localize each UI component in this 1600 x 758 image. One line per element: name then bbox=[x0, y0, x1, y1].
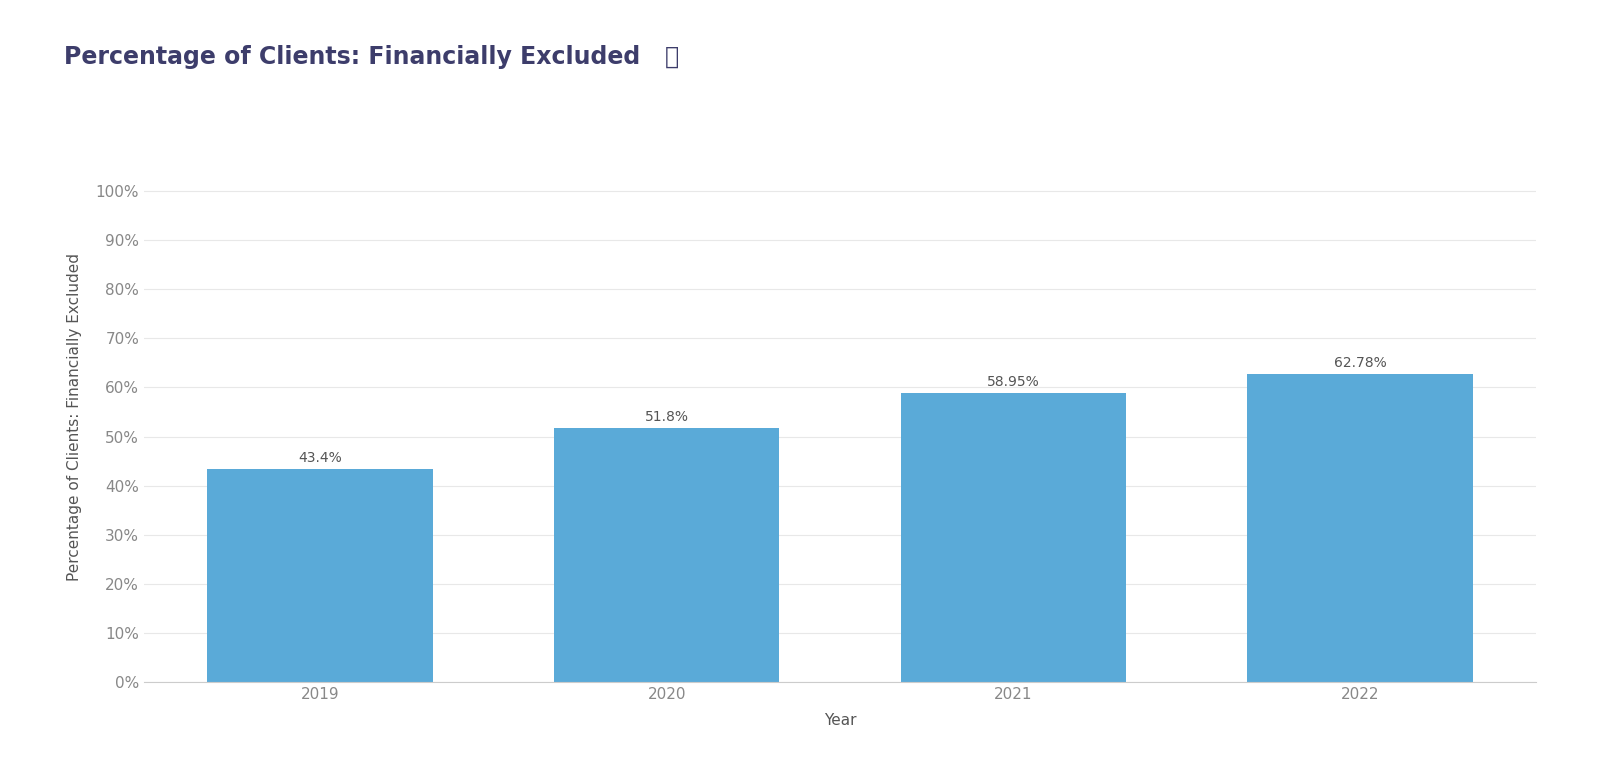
Text: 43.4%: 43.4% bbox=[298, 451, 342, 465]
Bar bbox=[901, 393, 1126, 682]
Text: 62.78%: 62.78% bbox=[1334, 356, 1387, 370]
Bar bbox=[554, 428, 779, 682]
Bar bbox=[1248, 374, 1472, 682]
Y-axis label: Percentage of Clients: Financially Excluded: Percentage of Clients: Financially Exclu… bbox=[67, 253, 82, 581]
X-axis label: Year: Year bbox=[824, 713, 856, 728]
Text: Percentage of Clients: Financially Excluded   ⓘ: Percentage of Clients: Financially Exclu… bbox=[64, 45, 678, 70]
Text: 51.8%: 51.8% bbox=[645, 410, 688, 424]
Bar bbox=[208, 469, 432, 682]
Text: 58.95%: 58.95% bbox=[987, 374, 1040, 389]
